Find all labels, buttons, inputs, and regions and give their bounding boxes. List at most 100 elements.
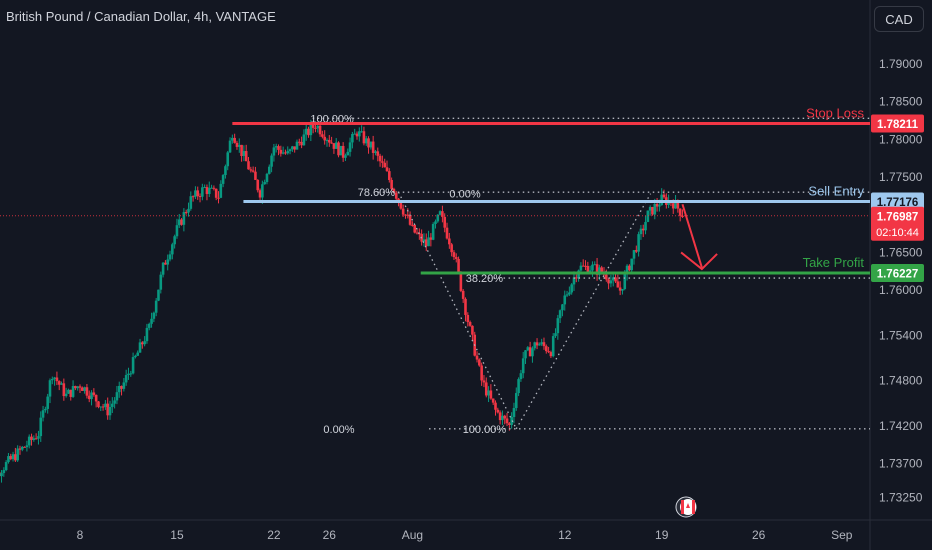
candle-body [600, 267, 603, 274]
sell-arrow-icon [681, 203, 703, 268]
candle-body [221, 175, 225, 184]
candle-body [547, 351, 550, 353]
x-tick-label: 15 [170, 528, 184, 542]
candle-body [242, 151, 246, 156]
candle-body [367, 138, 370, 148]
candle-body [32, 438, 36, 440]
candle-body [235, 142, 239, 147]
candle-body [237, 144, 241, 147]
candle-body [448, 238, 451, 245]
candle-body [44, 408, 47, 411]
x-tick-label: 26 [323, 528, 337, 542]
candle-body [284, 152, 287, 154]
x-tick-label: 19 [655, 528, 669, 542]
candle-body [443, 216, 447, 228]
candle-body [503, 415, 507, 419]
currency-button[interactable]: CAD [874, 6, 924, 32]
candle-body [226, 152, 230, 167]
candle-body [586, 265, 590, 274]
candle-body [134, 355, 137, 358]
candle-body [166, 259, 170, 265]
candle-body [7, 456, 10, 463]
x-tick-label: Sep [831, 528, 853, 542]
candle-body [514, 393, 518, 409]
candle-body [106, 403, 109, 416]
candle-body [593, 264, 597, 266]
candle-body [635, 250, 638, 252]
current-price-tag [871, 206, 924, 241]
candle-body [431, 224, 435, 240]
candle-body [390, 179, 393, 189]
candle-body [517, 379, 520, 394]
candle-body [441, 211, 444, 217]
candle-body [364, 138, 368, 144]
candle-body [558, 310, 562, 319]
candle-body [651, 207, 654, 215]
candle-body [475, 355, 479, 360]
y-tick-label: 1.75400 [879, 328, 923, 342]
candle-body [581, 265, 585, 267]
candle-body [480, 365, 483, 381]
candle-body [231, 137, 234, 141]
candle-body [281, 152, 285, 154]
candle-body [99, 406, 103, 408]
take-profit-label: Take Profit [803, 255, 865, 270]
candle-body [351, 134, 354, 143]
candle-body [115, 392, 119, 401]
candle-body [131, 357, 135, 374]
candle-body [346, 151, 350, 156]
candle-body [300, 141, 303, 146]
x-tick-label: Aug [402, 528, 423, 542]
candle-body [159, 274, 163, 290]
candle-body [316, 125, 320, 129]
candle-body [138, 342, 142, 353]
candle-body [104, 403, 107, 408]
candle-body [145, 327, 149, 342]
candle-body [184, 212, 188, 214]
candle-body [314, 127, 317, 129]
candle-body [78, 386, 82, 388]
candle-body [471, 325, 474, 335]
candle-body [392, 188, 396, 193]
candle-body [595, 264, 599, 275]
candle-body [671, 203, 675, 209]
candle-body [111, 403, 114, 407]
candle-body [498, 412, 502, 421]
fib-label: 100.00% [463, 424, 507, 436]
candle-body [136, 352, 140, 356]
candle-body [544, 346, 548, 352]
candle-body [261, 184, 264, 198]
y-tick-label: 1.73250 [879, 490, 923, 504]
candle-body [41, 410, 45, 418]
candle-body [466, 314, 470, 323]
candle-body [574, 277, 578, 279]
candle-body [85, 387, 89, 396]
candle-body [122, 382, 126, 389]
candle-body [540, 342, 543, 345]
candle-body [94, 394, 98, 402]
candle-body [113, 400, 116, 404]
candle-body [341, 145, 345, 158]
candle-body [328, 139, 331, 143]
candle-body [369, 141, 373, 148]
stop-loss-label: Stop Loss [806, 106, 864, 121]
candle-body [304, 128, 308, 135]
candle-body [360, 131, 363, 133]
candle-body [551, 336, 555, 357]
candle-body [60, 383, 63, 385]
candle-body [83, 387, 86, 391]
candle-body [399, 201, 403, 209]
candle-body [307, 128, 310, 136]
flag-band-icon [692, 500, 695, 514]
candle-body [628, 265, 631, 271]
candle-body [572, 277, 576, 285]
y-tick-label: 1.78000 [879, 132, 923, 146]
candle-body [309, 124, 313, 136]
candle-body [468, 322, 472, 326]
candle-body [561, 304, 564, 311]
candle-body [646, 210, 650, 222]
candle-body [76, 386, 79, 389]
candle-body [429, 237, 433, 240]
candle-body [621, 288, 624, 291]
